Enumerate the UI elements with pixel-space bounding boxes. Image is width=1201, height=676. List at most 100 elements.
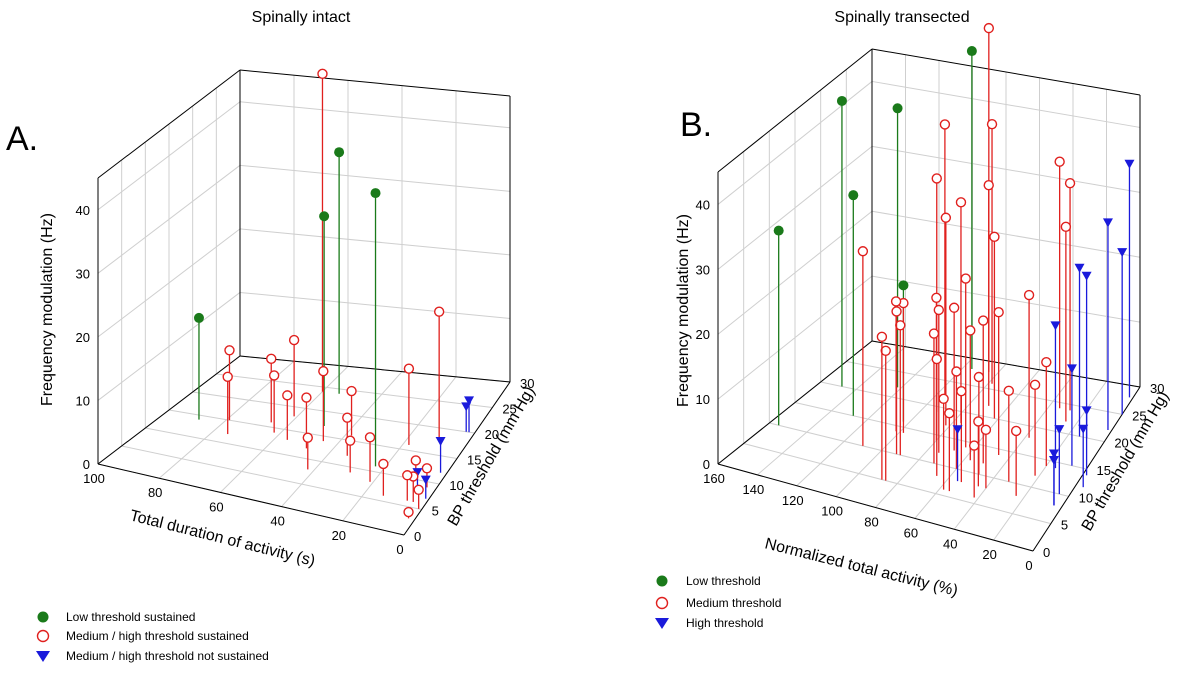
data-point-medium: [1054, 156, 1065, 167]
y-tick-label: 15: [467, 453, 481, 468]
data-point-medium: [948, 302, 960, 313]
legend-b-low-label: Low threshold: [686, 574, 761, 588]
floor-grid-line-y: [168, 409, 458, 459]
data-point-low: [370, 188, 381, 199]
data-point-high: [1124, 159, 1135, 169]
legend-a-medium-marker: [36, 629, 50, 643]
data-point-medium: [317, 68, 328, 80]
data-point-medium: [301, 392, 312, 403]
legend-b-low-marker: [656, 575, 668, 587]
data-point-high: [1074, 263, 1085, 273]
panel-b-y-axis-label: BP threshold (mm Hg): [1079, 389, 1173, 534]
y-tick-label: 5: [1061, 518, 1068, 533]
data-point-high: [1081, 271, 1092, 281]
box-edge: [97, 463, 405, 536]
data-point-medium: [1029, 379, 1041, 391]
data-point-high: [420, 475, 431, 485]
data-point-medium: [222, 371, 233, 383]
data-point-medium: [928, 328, 940, 339]
panel-a-z-axis-label: Frequency modulation (Hz): [39, 213, 56, 406]
data-point-medium: [402, 470, 413, 481]
panel-a-letter: A.: [6, 120, 38, 158]
x-tick-label: 40: [943, 536, 957, 551]
data-point-medium: [288, 334, 300, 346]
y-tick-label: 20: [1114, 436, 1128, 451]
y-tick-label: 20: [485, 427, 499, 442]
back-wall-grid-line-z: [871, 145, 1141, 193]
data-point-medium: [933, 304, 945, 316]
z-tick-label: 10: [696, 392, 710, 407]
y-tick-label: 0: [1043, 545, 1050, 560]
floor-grid-line-y: [769, 422, 1069, 497]
data-point-medium: [364, 432, 376, 443]
x-tick-label: 0: [1025, 558, 1032, 573]
data-point-high: [1054, 425, 1065, 435]
data-point-medium: [224, 345, 235, 356]
data-point-low: [966, 46, 977, 57]
data-point-high: [1117, 248, 1128, 258]
x-tick-label: 120: [782, 493, 804, 508]
data-point-medium: [302, 432, 313, 443]
legend-a-high-label: Medium / high threshold not sustained: [66, 649, 269, 663]
y-tick-label: 10: [1079, 490, 1093, 505]
x-tick-label: 20: [982, 547, 996, 562]
data-point-high: [952, 425, 963, 435]
data-point-medium: [931, 292, 942, 303]
left-wall-grid-line-z: [97, 292, 241, 401]
data-point-medium: [876, 331, 888, 343]
left-wall-grid-line-z: [97, 228, 241, 338]
data-point-high: [1048, 449, 1059, 459]
floor-grid-line-y: [794, 402, 1087, 470]
data-point-medium: [973, 371, 985, 383]
data-point-medium: [346, 385, 357, 397]
data-point-medium: [891, 306, 902, 317]
floor-grid-line-y: [820, 381, 1105, 443]
y-tick-label: 15: [1097, 463, 1111, 478]
x-tick-label: 80: [864, 515, 878, 530]
data-point-medium: [344, 435, 356, 446]
left-wall-grid-line-z: [97, 101, 241, 211]
data-point-medium: [1060, 221, 1072, 233]
data-point-low: [334, 147, 345, 158]
data-point-medium: [989, 231, 1000, 243]
data-point-medium: [993, 306, 1004, 318]
data-point-medium: [931, 353, 942, 365]
data-point-high: [461, 402, 472, 412]
z-tick-label: 40: [76, 203, 90, 218]
data-point-medium: [318, 365, 329, 377]
box-edge: [403, 381, 511, 536]
legend-a-medium-label: Medium / high threshold sustained: [66, 629, 249, 643]
data-point-low: [319, 211, 330, 222]
z-tick-label: 40: [696, 197, 710, 212]
panel-b-legend: Low threshold Medium threshold High thre…: [655, 574, 781, 630]
x-tick-label: 0: [396, 542, 403, 557]
data-point-medium: [895, 320, 906, 331]
data-point-medium: [1003, 385, 1014, 397]
box-edge: [717, 463, 1034, 552]
z-tick-label: 20: [76, 330, 90, 345]
left-wall-grid-line-z: [717, 145, 873, 270]
legend-a-low-label: Low threshold sustained: [66, 610, 195, 624]
data-point-low: [836, 95, 847, 106]
data-point-low: [773, 225, 784, 236]
box-edge: [717, 340, 873, 465]
left-wall-grid-line-z: [717, 275, 873, 400]
z-tick-label: 0: [703, 457, 710, 472]
y-tick-label: 25: [1132, 408, 1146, 423]
data-point-medium: [960, 273, 971, 284]
x-tick-label: 100: [83, 471, 105, 486]
back-wall-grid-line-z: [239, 101, 511, 129]
data-point-low: [193, 312, 204, 323]
data-point-medium: [857, 246, 869, 257]
x-tick-label: 80: [148, 485, 162, 500]
box-edge: [97, 69, 241, 179]
x-tick-label: 140: [743, 482, 765, 497]
left-wall-grid-line-z: [717, 210, 873, 335]
panel-b-letter: B.: [680, 106, 712, 144]
data-point-medium: [421, 463, 433, 474]
panel-a-title: Spinally intact: [252, 9, 351, 26]
data-point-medium: [268, 370, 280, 381]
panel-b-plot: 0204060801001201401600510152025300102030…: [696, 22, 1164, 573]
